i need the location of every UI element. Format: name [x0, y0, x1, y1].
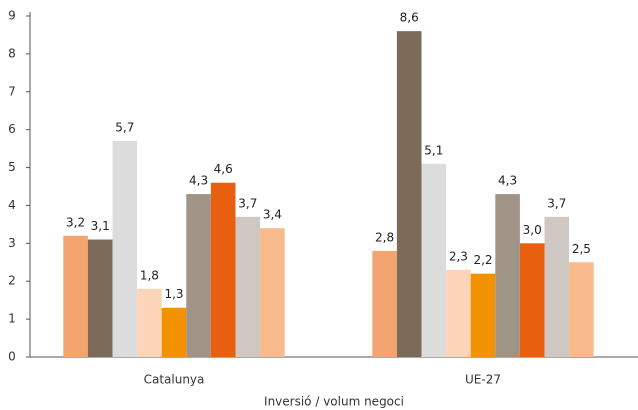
y-tick-label: 1 — [8, 312, 16, 326]
value-label: 1,3 — [164, 287, 183, 301]
bar — [569, 262, 594, 357]
value-label: 3,1 — [91, 219, 110, 233]
value-label: 5,1 — [424, 143, 443, 157]
bar — [372, 250, 397, 357]
value-label: 2,5 — [572, 242, 591, 256]
y-tick-label: 6 — [8, 122, 16, 136]
bar — [112, 141, 138, 357]
bar — [235, 216, 261, 357]
y-tick-label: 5 — [8, 160, 16, 174]
y-tick-label: 4 — [8, 198, 16, 212]
value-label: 4,3 — [498, 174, 517, 188]
bar — [210, 182, 236, 357]
value-label: 5,7 — [115, 121, 134, 135]
y-tick-label: 8 — [8, 46, 16, 60]
bar — [396, 31, 422, 358]
y-tick-label: 7 — [8, 84, 16, 98]
bar — [137, 288, 162, 357]
bar — [63, 235, 88, 357]
bar — [519, 243, 545, 357]
value-label: 3,7 — [547, 196, 566, 210]
x-tick-label: UE-27 — [465, 373, 501, 387]
y-tick-label: 9 — [8, 9, 16, 23]
bar — [544, 216, 570, 357]
value-label: 4,6 — [214, 162, 233, 176]
value-label: 3,7 — [238, 196, 257, 210]
y-tick-label: 0 — [8, 350, 16, 364]
y-tick-label: 2 — [8, 274, 16, 288]
value-label: 2,8 — [375, 230, 394, 244]
x-tick-label: Catalunya — [144, 373, 205, 387]
bar — [470, 273, 496, 357]
value-label: 2,2 — [473, 253, 492, 267]
value-label: 4,3 — [189, 174, 208, 188]
value-label: 2,3 — [449, 249, 468, 263]
y-tick-label: 3 — [8, 236, 16, 250]
value-label: 8,6 — [400, 11, 419, 25]
value-label: 1,8 — [140, 268, 159, 282]
bar — [421, 163, 447, 357]
bar — [186, 194, 211, 357]
value-label: 3,2 — [66, 215, 85, 229]
value-label: 3,4 — [263, 208, 282, 222]
value-label: 3,0 — [523, 223, 542, 237]
bar — [161, 307, 187, 357]
bar — [495, 194, 520, 357]
x-axis-label: Inversió / volum negoci — [264, 395, 404, 409]
bar — [87, 239, 113, 357]
bar — [260, 228, 285, 357]
bar — [446, 269, 471, 357]
